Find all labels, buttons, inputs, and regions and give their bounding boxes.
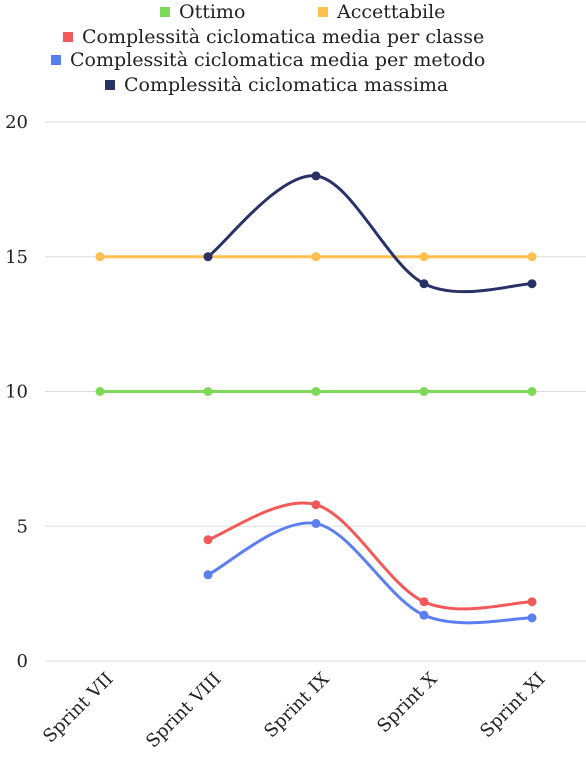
- legend-item: Complessità ciclomatica media per metodo: [51, 49, 485, 71]
- data-point: [419, 387, 429, 396]
- data-point: [95, 252, 105, 262]
- series-line: [206, 501, 534, 611]
- y-axis-ticks: 0 5 10 15 20: [5, 112, 28, 672]
- x-axis-ticks: Sprint VII Sprint VIII Sprint IX Sprint X Sp…: [39, 669, 549, 753]
- y-tick-label: 15: [5, 247, 28, 268]
- data-point: [419, 597, 429, 607]
- data-point: [311, 500, 321, 510]
- data-point: [527, 252, 537, 262]
- y-tick-label: 10: [5, 382, 28, 403]
- chart-legend: Ottimo Accettabile Complessità ciclomatica…: [51, 1, 485, 96]
- y-tick-label: 0: [17, 651, 28, 672]
- legend-label: Complessità ciclomatica media per metodo: [70, 49, 485, 71]
- legend-item: Complessità ciclomatica media per classe: [63, 26, 484, 48]
- data-point: [527, 597, 537, 607]
- legend-item: Complessità ciclomatica massima: [105, 74, 448, 96]
- x-tick-label: Sprint VII: [39, 669, 117, 747]
- data-point: [203, 252, 213, 262]
- data-point: [311, 519, 321, 529]
- data-point: [419, 279, 429, 289]
- legend-item: Ottimo: [160, 1, 245, 23]
- data-point: [203, 387, 213, 396]
- legend-item: Accettabile: [318, 1, 445, 23]
- series-line: [206, 174, 534, 294]
- x-tick-label: Sprint IX: [260, 669, 333, 742]
- series-group: [95, 171, 537, 625]
- data-point: [203, 535, 213, 545]
- data-point: [527, 279, 537, 289]
- x-tick-label: Sprint X: [373, 669, 441, 737]
- legend-label: Complessità ciclomatica media per classe: [82, 26, 484, 48]
- data-point: [311, 252, 321, 262]
- legend-swatch: [160, 7, 170, 17]
- series: [95, 387, 537, 396]
- data-point: [311, 171, 321, 181]
- legend-label: Ottimo: [179, 1, 245, 23]
- x-tick-label: Sprint VIII: [142, 669, 226, 753]
- legend-label: Complessità ciclomatica massima: [124, 74, 448, 96]
- y-tick-label: 5: [17, 516, 28, 537]
- data-point: [419, 252, 429, 262]
- y-tick-label: 20: [5, 112, 28, 133]
- legend-swatch: [63, 32, 73, 42]
- x-tick-label: Sprint XI: [476, 669, 549, 742]
- series: [203, 171, 537, 294]
- data-point: [203, 570, 213, 580]
- legend-swatch: [105, 80, 115, 90]
- data-point: [311, 387, 321, 396]
- legend-label: Accettabile: [336, 1, 445, 23]
- series: [203, 500, 537, 611]
- series: [203, 519, 537, 625]
- series-line: [206, 521, 534, 625]
- data-point: [95, 387, 105, 396]
- data-point: [527, 387, 537, 396]
- legend-swatch: [318, 7, 328, 17]
- data-point: [419, 610, 429, 620]
- series: [95, 252, 537, 262]
- data-point: [527, 613, 537, 623]
- legend-swatch: [51, 55, 61, 65]
